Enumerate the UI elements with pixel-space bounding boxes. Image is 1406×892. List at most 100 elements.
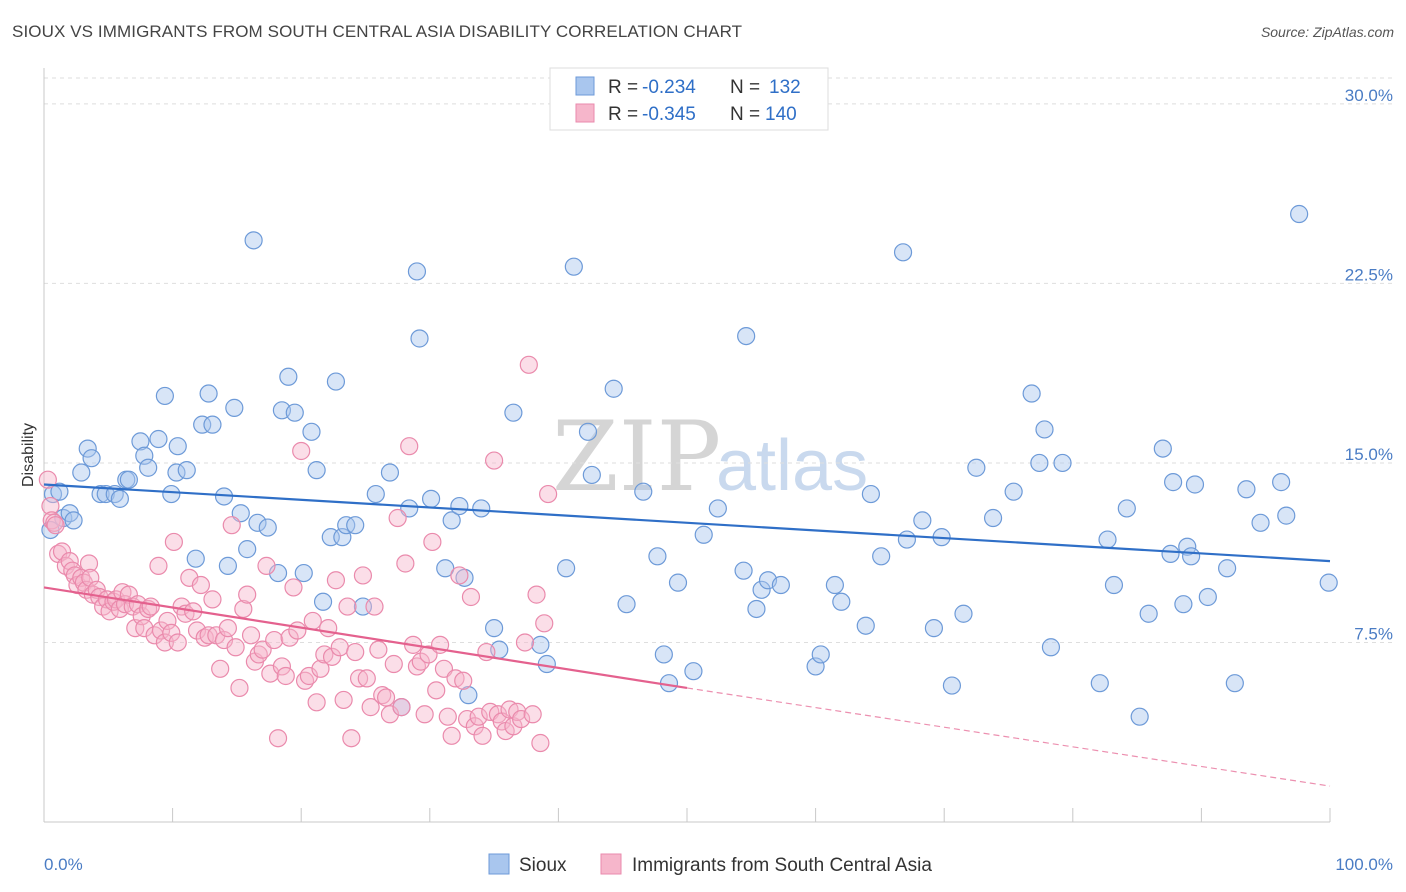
sioux-point [893, 243, 913, 262]
sioux-point [119, 470, 138, 489]
immigrants-point [180, 568, 199, 587]
immigrants-point [334, 690, 353, 710]
sioux-point [1251, 513, 1270, 532]
legend-r-value-immigrants: -0.345 [642, 104, 696, 125]
chart-title: SIOUX VS IMMIGRANTS FROM SOUTH CENTRAL A… [12, 22, 743, 41]
immigrants-point [338, 597, 357, 616]
sioux-point [50, 482, 69, 501]
sioux-point [747, 599, 766, 619]
immigrants-point [276, 666, 295, 686]
sioux-point [856, 616, 875, 635]
sioux-point [1218, 559, 1237, 578]
immigrants-point [155, 633, 174, 652]
sioux-point [1319, 573, 1338, 592]
chart-source: Source: ZipAtlas.com [1260, 24, 1394, 40]
sioux-point [177, 461, 196, 480]
sioux-point [313, 592, 333, 611]
sioux-point [302, 422, 321, 441]
sioux-point [1290, 204, 1309, 224]
immigrants-point [396, 554, 415, 573]
sioux-point [149, 429, 168, 449]
sioux-point [1022, 384, 1041, 403]
y-ticks: 7.5% 15.0% 22.5% 30.0% [1345, 86, 1393, 644]
watermark: ZIP atlas [552, 401, 868, 513]
sioux-point [1104, 575, 1124, 595]
sioux-point [617, 595, 636, 614]
immigrants-point [519, 355, 538, 374]
sioux-point [1139, 604, 1158, 623]
immigrants-point [527, 585, 546, 604]
immigrants-point [485, 451, 504, 470]
x-tick-label: 0.0% [44, 855, 83, 874]
sioux-point [578, 422, 598, 441]
immigrants-point [384, 654, 403, 674]
sioux-point [186, 549, 205, 568]
sioux-point [861, 484, 880, 504]
immigrants-point [272, 657, 292, 676]
sioux-point [1130, 707, 1149, 726]
immigrants-point [342, 729, 361, 748]
immigrants-point [322, 647, 342, 666]
sioux-point [72, 463, 91, 482]
legend-r-value-sioux: -0.234 [642, 77, 696, 98]
sioux-point [1117, 499, 1136, 518]
immigrants-point [268, 729, 288, 748]
sioux-point [654, 645, 673, 664]
legend-n-value-sioux: 132 [769, 77, 801, 98]
sioux-point [668, 573, 688, 592]
immigrants-point [465, 717, 484, 736]
sioux-point [1237, 480, 1256, 499]
immigrants-point [450, 566, 469, 585]
sioux-point [155, 386, 174, 406]
immigrants-point [361, 698, 380, 717]
legend-n-label-sioux: N = [730, 77, 760, 98]
immigrants-point [504, 717, 523, 736]
sioux-point [407, 262, 427, 281]
immigrants-point [41, 496, 60, 516]
sioux-point [967, 458, 986, 477]
immigrants-point [234, 599, 253, 619]
sioux-point [307, 461, 326, 480]
sioux-point [1030, 453, 1049, 473]
immigrants-point [168, 633, 187, 652]
immigrants-point [187, 621, 207, 640]
sioux-point [564, 257, 583, 276]
immigrants-point [158, 611, 177, 631]
immigrants-point [415, 705, 434, 724]
sioux-point [832, 592, 851, 611]
sioux-point [1272, 473, 1291, 492]
immigrants-point [222, 516, 241, 535]
sioux-point [78, 439, 97, 458]
sioux-point [485, 619, 504, 638]
immigrants-point [230, 678, 249, 698]
sioux-point [1041, 638, 1061, 657]
sioux-point [1098, 530, 1117, 549]
immigrants-point [226, 638, 245, 657]
sioux-point [294, 563, 313, 583]
immigrants-point [203, 590, 222, 609]
y-tick-label: 7.5% [1354, 624, 1393, 643]
immigrants-point [46, 516, 65, 535]
immigrants-point [423, 532, 442, 552]
immigrants-point [411, 652, 430, 671]
immigrants-point [515, 633, 535, 652]
immigrants-point [261, 664, 280, 683]
immigrants-point [326, 571, 346, 590]
x-ticks: 0.0% 100.0% [44, 808, 1393, 874]
legend-n-label-immigrants: N = [730, 104, 760, 125]
bottom-legend-label-immigrants: Immigrants from South Central Asia [632, 855, 932, 876]
immigrants-point [388, 508, 407, 528]
sioux-point [193, 415, 212, 434]
sioux-point [258, 518, 277, 537]
sioux-point [442, 511, 461, 530]
sioux-point [531, 635, 550, 654]
immigrants-trend-line [43, 586, 688, 690]
immigrants-point [164, 532, 183, 552]
legend-box [549, 67, 829, 131]
sioux-point [268, 563, 288, 583]
sioux-point [604, 379, 623, 398]
immigrants-point [214, 630, 234, 650]
sioux-point [285, 403, 304, 422]
sioux-points [41, 204, 1338, 726]
immigrants-point [442, 726, 461, 745]
